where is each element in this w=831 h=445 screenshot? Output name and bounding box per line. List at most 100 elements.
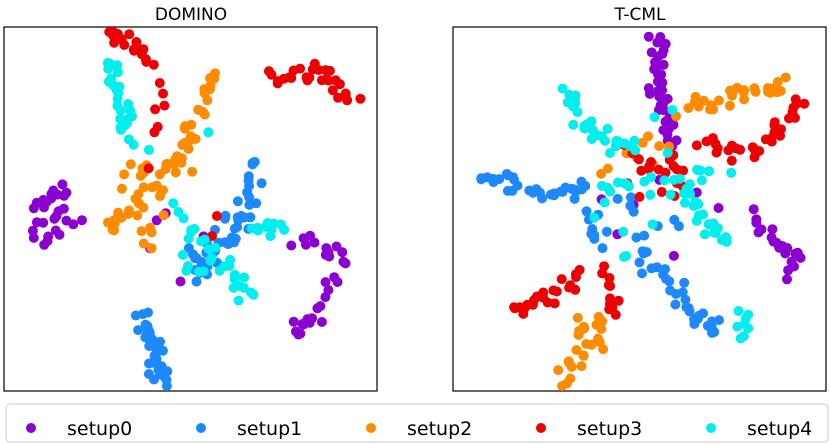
scatter-point-setup2: [180, 121, 191, 132]
scatter-point-setup3: [668, 161, 679, 172]
scatter-point-setup1: [597, 243, 608, 254]
tcml-plot-frame: [452, 26, 827, 392]
scatter-point-setup4: [696, 175, 707, 186]
scatter-point-setup2: [739, 85, 750, 96]
scatter-point-setup2: [571, 345, 582, 355]
scatter-point-setup1: [589, 233, 600, 244]
scatter-point-setup0: [57, 179, 68, 190]
scatter-point-setup2: [147, 182, 158, 193]
scatter-point-setup0: [658, 59, 669, 70]
scatter-point-setup3: [286, 73, 297, 83]
scatter-point-setup4: [203, 127, 214, 138]
scatter-point-setup1: [625, 192, 636, 203]
scatter-point-setup4: [681, 183, 692, 194]
scatter-point-setup2: [187, 166, 198, 177]
scatter-point-setup3: [302, 75, 313, 86]
scatter-point-setup3: [549, 298, 560, 309]
scatter-point-setup2: [724, 100, 735, 111]
scatter-point-setup0: [31, 217, 42, 228]
scatter-point-setup4: [219, 261, 230, 272]
scatter-point-setup1: [256, 178, 267, 189]
scatter-point-setup3: [551, 286, 562, 297]
scatter-point-setup2: [138, 238, 149, 249]
scatter-point-setup4: [649, 112, 660, 123]
scatter-point-setup0: [657, 49, 668, 59]
scatter-point-setup4: [733, 306, 744, 316]
scatter-point-setup1: [144, 341, 155, 351]
scatter-point-setup4: [268, 218, 279, 229]
scatter-point-setup4: [599, 197, 610, 208]
scatter-point-setup2: [749, 83, 760, 94]
scatter-point-setup2: [124, 205, 134, 216]
scatter-point-setup0: [290, 326, 301, 337]
scatter-point-setup2: [138, 202, 149, 213]
scatter-point-setup3: [119, 40, 130, 50]
scatter-point-setup4: [645, 189, 656, 200]
domino-panel: DOMINO: [3, 5, 378, 392]
scatter-point-setup4: [177, 249, 188, 260]
scatter-point-setup3: [570, 284, 581, 295]
scatter-point-setup3: [711, 147, 722, 158]
scatter-point-setup0: [643, 31, 654, 42]
scatter-point-setup2: [198, 107, 208, 117]
scatter-point-setup4: [600, 135, 610, 146]
scatter-point-setup1: [149, 374, 159, 385]
scatter-point-setup0: [782, 243, 793, 253]
scatter-point-setup2: [593, 333, 603, 344]
scatter-point-setup4: [735, 333, 746, 344]
scatter-point-setup4: [621, 179, 632, 189]
scatter-point-setup3: [765, 133, 776, 144]
scatter-point-setup1: [243, 171, 254, 182]
scatter-point-setup2: [654, 141, 665, 152]
scatter-point-setup0: [286, 240, 297, 251]
scatter-point-setup3: [613, 295, 624, 306]
scatter-point-setup2: [108, 215, 119, 226]
scatter-point-setup4: [233, 295, 244, 306]
scatter-point-setup0: [646, 47, 657, 58]
scatter-point-setup0: [39, 239, 50, 250]
scatter-point-setup2: [775, 86, 786, 96]
scatter-point-setup1: [601, 226, 612, 237]
scatter-point-setup3: [634, 191, 645, 202]
scatter-point-setup3: [636, 165, 647, 176]
scatter-point-setup1: [679, 277, 690, 288]
scatter-point-setup2: [183, 136, 194, 147]
scatter-point-setup4: [665, 189, 676, 200]
scatter-point-setup1: [680, 294, 691, 305]
scatter-point-setup4: [568, 119, 579, 130]
scatter-point-setup4: [128, 139, 139, 150]
scatter-point-setup4: [726, 167, 737, 178]
scatter-point-setup4: [239, 272, 250, 283]
scatter-point-setup0: [53, 206, 64, 217]
scatter-point-setup4: [564, 89, 575, 100]
scatter-point-setup1: [689, 314, 699, 325]
scatter-point-setup2: [739, 94, 750, 105]
legend: setup0 setup1 setup2 setup3 setup4: [5, 403, 829, 443]
scatter-point-setup3: [653, 164, 664, 175]
scatter-point-setup1: [581, 206, 592, 217]
scatter-point-setup0: [652, 76, 663, 87]
scatter-point-setup0: [767, 224, 778, 235]
scatter-point-setup2: [596, 168, 607, 179]
scatter-point-setup2: [202, 95, 213, 106]
scatter-point-setup0: [316, 317, 327, 327]
scatter-point-setup4: [234, 281, 245, 291]
scatter-point-setup1: [191, 276, 202, 287]
scatter-point-setup1: [664, 276, 675, 287]
scatter-point-setup0: [77, 215, 87, 226]
scatter-point-setup4: [721, 233, 732, 244]
scatter-point-setup4: [621, 251, 631, 261]
scatter-point-setup1: [229, 223, 240, 234]
scatter-point-setup0: [783, 265, 794, 276]
scatter-point-setup3: [211, 211, 222, 221]
scatter-point-setup1: [232, 212, 243, 223]
scatter-point-setup0: [300, 239, 311, 250]
scatter-point-setup4: [662, 147, 673, 158]
scatter-point-setup1: [149, 350, 160, 361]
scatter-point-setup3: [799, 98, 810, 109]
scatter-point-setup3: [266, 69, 277, 80]
scatter-point-setup3: [154, 78, 165, 88]
scatter-point-setup1: [191, 253, 202, 264]
scatter-point-setup1: [670, 299, 681, 310]
scatter-point-setup0: [782, 274, 792, 285]
